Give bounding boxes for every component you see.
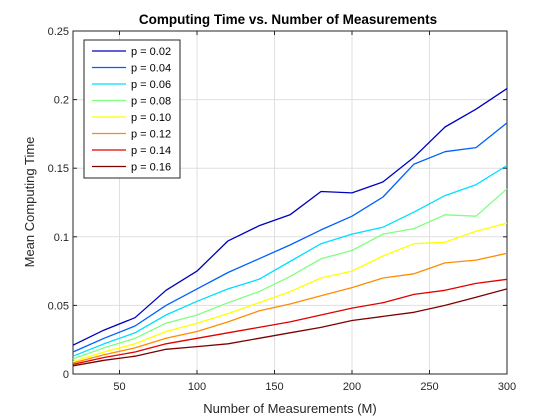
legend-entry: p = 0.12 (131, 129, 171, 141)
legend-entry: p = 0.16 (131, 162, 171, 174)
y-tick-label: 0.2 (54, 95, 69, 107)
plot-area-frame (72, 30, 508, 375)
x-axis-label: Number of Measurements (M) (203, 401, 376, 416)
y-tick-label: 0.05 (48, 300, 69, 312)
legend-entry: p = 0.04 (131, 63, 171, 75)
series-line-p-0-04 (72, 122, 508, 353)
axis-ticks: 50 100 150 200 250 300 0 0.05 0.1 0.15 0.2 0.25 (48, 26, 517, 393)
legend-entry: p = 0.06 (131, 79, 171, 91)
series-line-p-0-06 (72, 164, 508, 357)
series-line-p-0-12 (72, 252, 508, 364)
chart-title: Computing Time vs. Number of Measurement… (139, 12, 437, 27)
y-tick-label: 0.15 (48, 163, 69, 175)
legend-entry: p = 0.08 (131, 96, 171, 108)
legend-entry: p = 0.02 (131, 46, 171, 58)
y-tick-label: 0.1 (54, 232, 69, 244)
x-tick-label: 50 (113, 381, 125, 393)
x-tick-label: 100 (188, 381, 206, 393)
series-line-p-0-08 (72, 188, 508, 360)
x-tick-label: 200 (343, 381, 361, 393)
series-line-p-0-16 (72, 288, 508, 367)
x-tick-label: 300 (498, 381, 516, 393)
legend-box (83, 39, 181, 179)
series-line-p-0-14 (72, 278, 508, 366)
legend-entry: p = 0.14 (131, 145, 171, 157)
series-lines (72, 88, 508, 367)
series-line-p-0-02 (72, 88, 508, 346)
x-tick-label: 250 (420, 381, 438, 393)
y-tick-label: 0 (63, 369, 69, 381)
x-tick-label: 150 (265, 381, 283, 393)
legend-entry: p = 0.10 (131, 112, 171, 124)
legend: p = 0.02 p = 0.04 p = 0.06 p = 0.08 p = 0.10… (83, 39, 181, 179)
series-line-p-0-10 (72, 222, 508, 363)
y-tick-label: 0.25 (48, 26, 69, 38)
y-axis-label: Mean Computing Time (22, 137, 37, 268)
